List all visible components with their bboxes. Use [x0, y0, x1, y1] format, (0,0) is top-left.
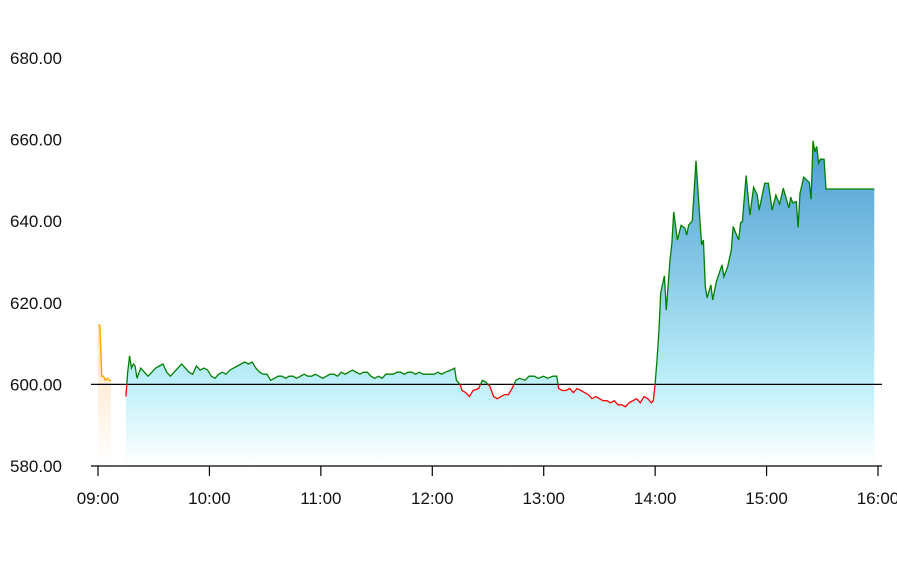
price-area — [125, 140, 875, 467]
y-tick-label: 620.00 — [10, 294, 62, 313]
x-tick-label: 16:00 — [857, 489, 897, 508]
x-tick-label: 11:00 — [300, 489, 341, 508]
pre-market-area — [98, 325, 111, 466]
y-tick-label: 580.00 — [10, 457, 62, 476]
x-tick-label: 10:00 — [188, 489, 231, 508]
x-tick-label: 09:00 — [77, 489, 120, 508]
y-tick-label: 600.00 — [10, 375, 62, 394]
y-tick-label: 660.00 — [10, 131, 62, 150]
y-tick-label: 640.00 — [10, 212, 62, 231]
price-line-down — [125, 384, 656, 408]
price-line-up — [126, 140, 875, 385]
y-tick-label: 680.00 — [10, 49, 62, 68]
x-tick-label: 14:00 — [634, 489, 677, 508]
x-tick-label: 12:00 — [411, 489, 454, 508]
x-tick-label: 13:00 — [522, 489, 565, 508]
pre-market-line — [98, 324, 111, 382]
x-axis: 09:00 10:00 11:00 12:00 13:00 14:00 15:00 16:00 — [77, 465, 897, 508]
x-tick-label: 15:00 — [745, 489, 788, 508]
y-axis: 580.00 600.00 620.00 640.00 660.00 680.00 — [10, 49, 62, 476]
plot-area — [91, 140, 882, 467]
